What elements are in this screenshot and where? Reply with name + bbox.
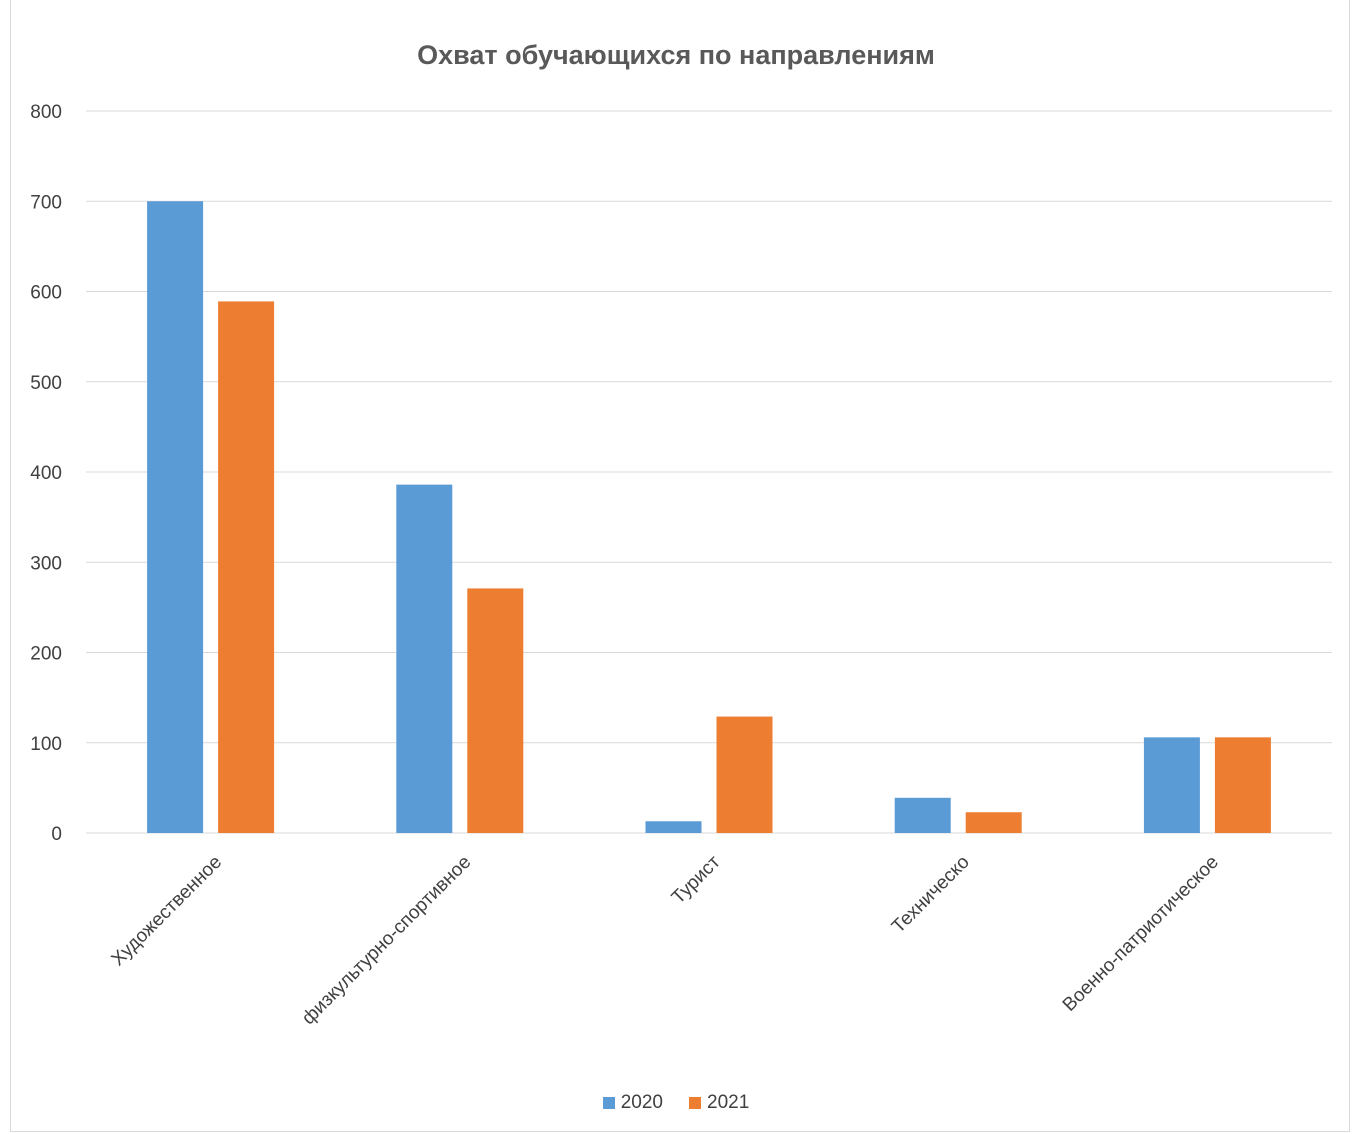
legend-item-2020: 2020 <box>602 1092 663 1114</box>
x-tick-label: Турист <box>668 851 725 908</box>
legend: 2020 2021 <box>0 1092 1352 1114</box>
y-tick-label: 400 <box>30 463 62 484</box>
bar-2020 <box>1143 737 1200 833</box>
legend-swatch-2021 <box>689 1097 701 1109</box>
y-tick-label: 800 <box>30 102 62 123</box>
legend-swatch-2020 <box>602 1097 615 1109</box>
y-tick-label: 0 <box>51 824 62 845</box>
bar-2020 <box>894 797 951 833</box>
bar-2020 <box>396 484 453 833</box>
x-tick-label: Художественное <box>108 852 227 971</box>
y-tick-label: 600 <box>30 283 62 304</box>
bar-2020 <box>645 821 702 833</box>
bar-2020 <box>147 201 204 833</box>
bar-2021 <box>218 301 275 833</box>
bar-2021 <box>1214 737 1271 833</box>
x-tick-label: Военно-патриотическое <box>1059 852 1223 1016</box>
y-tick-label: 100 <box>30 734 62 755</box>
legend-label-2020: 2020 <box>620 1092 663 1113</box>
legend-label-2021: 2021 <box>707 1092 750 1113</box>
x-tick-label: Техническо <box>888 852 974 938</box>
y-tick-label: 200 <box>30 644 62 665</box>
x-tick-label: физкультурно-спортивное <box>298 852 475 1029</box>
bar-2021 <box>467 588 524 833</box>
y-tick-label: 700 <box>30 192 62 213</box>
legend-item-2021: 2021 <box>689 1092 749 1114</box>
bar-2021 <box>716 716 773 833</box>
chart-title: Охват обучающихся по направлениям <box>417 40 935 70</box>
chart-frame <box>10 0 1350 1132</box>
y-tick-label: 500 <box>30 373 62 394</box>
bar-2021 <box>965 812 1022 833</box>
y-tick-label: 300 <box>30 553 62 574</box>
